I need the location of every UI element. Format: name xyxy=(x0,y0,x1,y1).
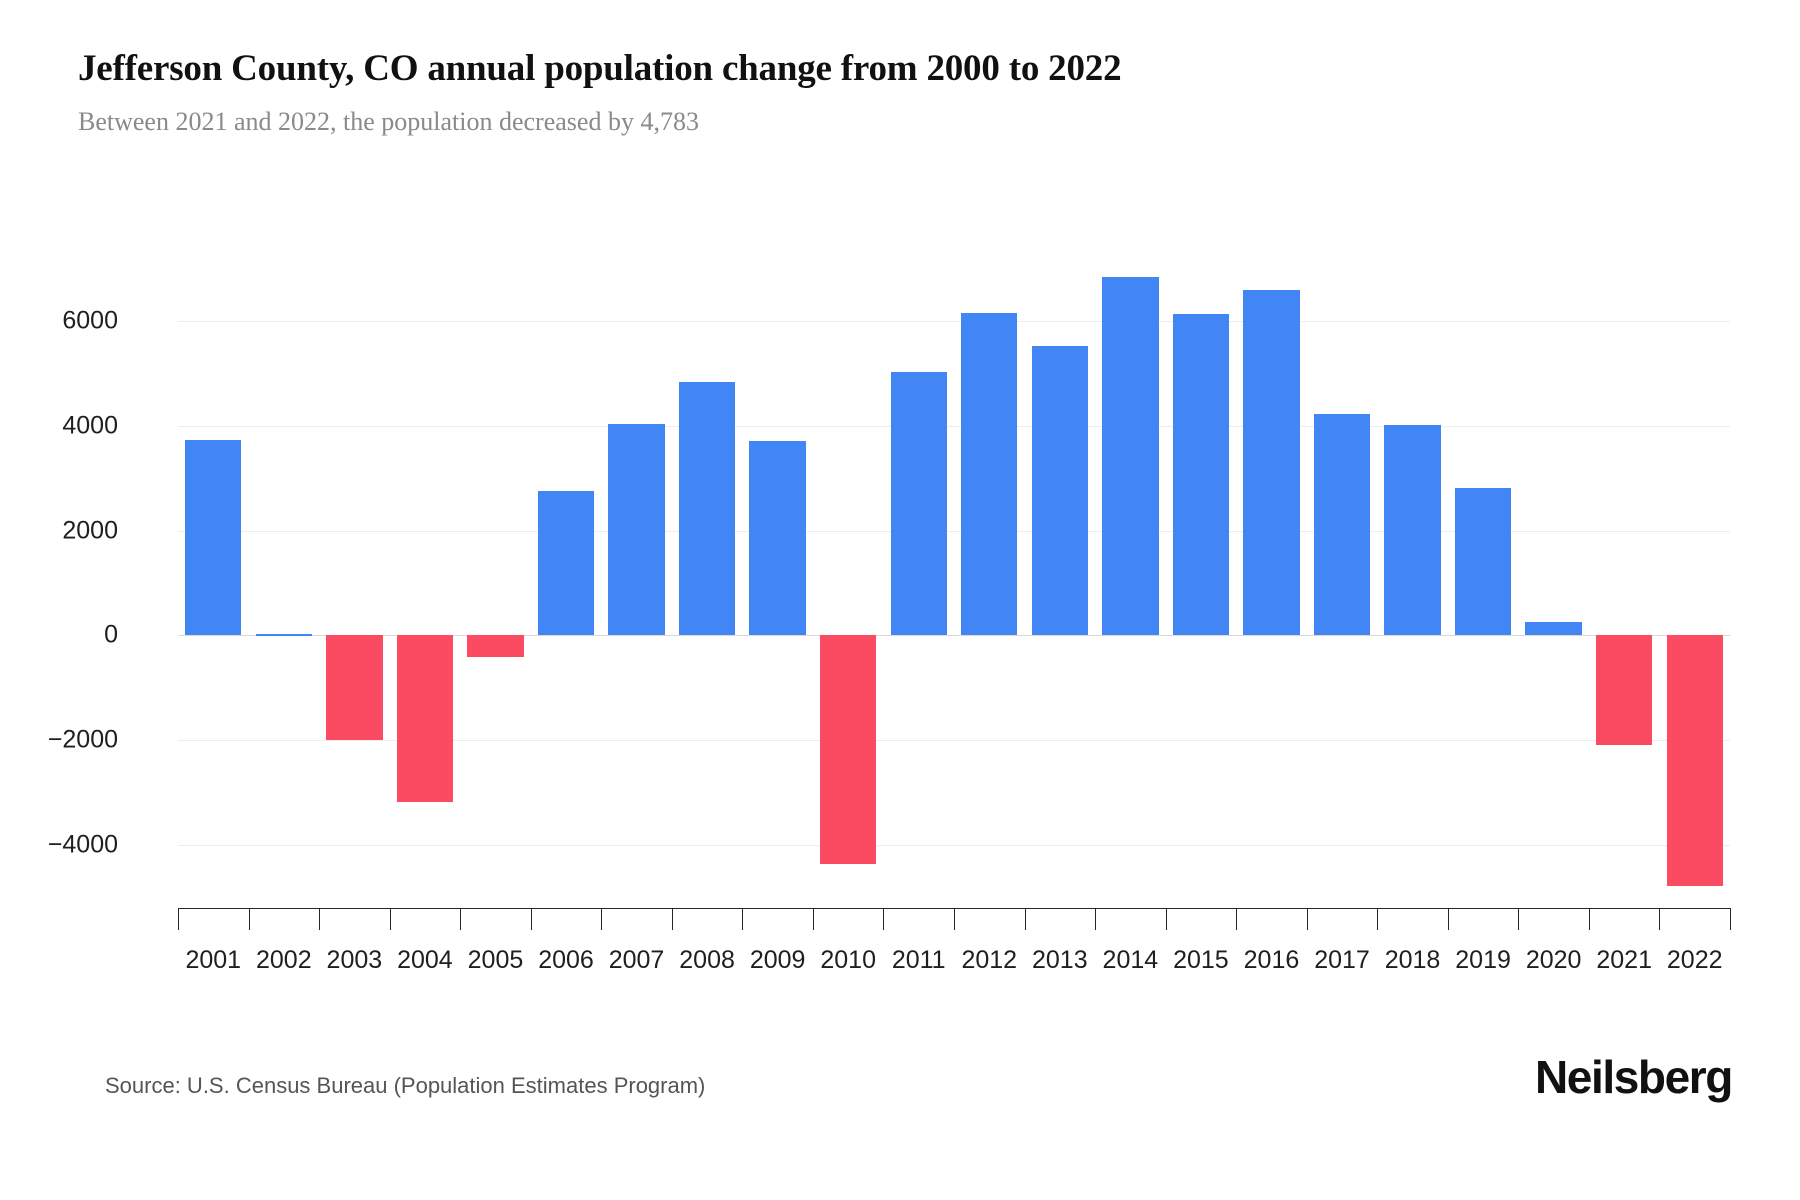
x-axis-tick xyxy=(1659,908,1661,930)
bar-2008[interactable] xyxy=(678,381,736,636)
y-axis-tick-label: 0 xyxy=(104,620,118,649)
gridline xyxy=(178,530,1730,532)
x-axis-label-2007: 2007 xyxy=(608,946,665,974)
x-axis-tick xyxy=(671,908,673,930)
x-axis-tick xyxy=(1588,908,1590,930)
x-axis-label-2008: 2008 xyxy=(679,946,735,974)
x-axis-label-2018: 2018 xyxy=(1384,946,1441,974)
x-axis-tick xyxy=(460,908,462,930)
x-axis-label-2005: 2005 xyxy=(467,946,524,974)
bar-2020[interactable] xyxy=(1525,621,1582,636)
bar-2014[interactable] xyxy=(1102,276,1159,636)
y-axis-tick-label: −2000 xyxy=(47,725,118,754)
bar-2005[interactable] xyxy=(467,635,524,658)
x-axis-label-2004: 2004 xyxy=(397,946,453,974)
chart-subtitle: Between 2021 and 2022, the population de… xyxy=(78,107,699,136)
bar-2011[interactable] xyxy=(890,372,947,636)
x-axis-label-2013: 2013 xyxy=(1032,946,1088,974)
gridline xyxy=(178,845,1730,847)
bar-2013[interactable] xyxy=(1031,346,1089,636)
y-axis-tick-label: −4000 xyxy=(47,830,118,859)
x-axis-tick xyxy=(178,908,179,930)
x-axis-tick xyxy=(530,908,532,930)
page-title: Jefferson County, CO annual population c… xyxy=(78,48,1122,89)
gridline xyxy=(178,425,1730,427)
x-axis-label-2003: 2003 xyxy=(326,946,383,974)
x-axis-tick xyxy=(1518,908,1520,930)
bar-2010[interactable] xyxy=(819,635,877,864)
x-axis-label-2017: 2017 xyxy=(1314,946,1370,974)
x-axis-tick xyxy=(248,908,250,930)
x-axis-label-2001: 2001 xyxy=(185,946,242,974)
x-axis-label-2006: 2006 xyxy=(538,946,594,974)
bar-2002[interactable] xyxy=(255,634,313,637)
bar-2006[interactable] xyxy=(537,490,595,636)
bar-2001[interactable] xyxy=(185,440,242,636)
x-axis-tick xyxy=(389,908,391,930)
x-axis-tick xyxy=(1447,908,1449,930)
bar-2016[interactable] xyxy=(1243,289,1300,636)
x-axis-label-2002: 2002 xyxy=(256,946,312,974)
plot-area: 6000 4000 2000 0 −2000 −4000 xyxy=(48,258,1730,908)
x-axis-label-2016: 2016 xyxy=(1243,946,1300,974)
x-axis-tick xyxy=(1095,908,1097,930)
x-axis-tick xyxy=(1377,908,1379,930)
x-axis-label-2009: 2009 xyxy=(749,946,806,974)
x-axis-label-2022: 2022 xyxy=(1666,946,1723,974)
gridline xyxy=(178,740,1730,742)
x-axis-label-2011: 2011 xyxy=(891,946,946,974)
x-axis-tick xyxy=(1730,908,1731,930)
x-axis-tick xyxy=(1024,908,1026,930)
bar-2015[interactable] xyxy=(1172,313,1230,636)
x-axis-tick xyxy=(1236,908,1238,930)
x-axis-label-2020: 2020 xyxy=(1525,946,1582,974)
x-axis-label-2021: 2021 xyxy=(1596,946,1652,974)
x-axis-label-2010: 2010 xyxy=(820,946,876,974)
bar-2012[interactable] xyxy=(961,312,1018,636)
x-axis-label-2015: 2015 xyxy=(1173,946,1229,974)
y-axis-tick-label: 4000 xyxy=(62,411,118,440)
source-note: Source: U.S. Census Bureau (Population E… xyxy=(105,1073,706,1098)
bar-2022[interactable] xyxy=(1666,635,1723,887)
x-axis-tick xyxy=(954,908,955,930)
bar-2017[interactable] xyxy=(1313,413,1371,636)
gridline xyxy=(178,320,1730,322)
bar-2021[interactable] xyxy=(1595,635,1653,746)
bar-2007[interactable] xyxy=(608,423,665,636)
x-axis-label-2019: 2019 xyxy=(1455,946,1511,974)
x-axis-label-2014: 2014 xyxy=(1102,946,1159,974)
x-axis-tick xyxy=(319,908,321,930)
y-axis-tick-label: 2000 xyxy=(62,516,118,545)
bar-2018[interactable] xyxy=(1384,425,1441,636)
x-axis-tick xyxy=(1165,908,1167,930)
bar-2019[interactable] xyxy=(1454,487,1512,636)
x-axis-tick xyxy=(1306,908,1308,930)
chart-header: Jefferson County, CO annual population c… xyxy=(78,46,1728,139)
bar-series xyxy=(178,258,1730,908)
zero-line xyxy=(178,635,1730,637)
bar-2009[interactable] xyxy=(749,441,806,636)
bar-2003[interactable] xyxy=(326,635,383,741)
x-axis-tick xyxy=(812,908,814,930)
y-axis-tick-label: 6000 xyxy=(62,306,118,335)
x-axis-tick xyxy=(601,908,603,930)
x-axis-tick xyxy=(742,908,744,930)
x-axis-tick xyxy=(883,908,885,930)
brand-logo: Neilsberg xyxy=(1534,1051,1733,1103)
x-axis-label-2012: 2012 xyxy=(961,946,1018,974)
bar-2004[interactable] xyxy=(396,635,454,803)
